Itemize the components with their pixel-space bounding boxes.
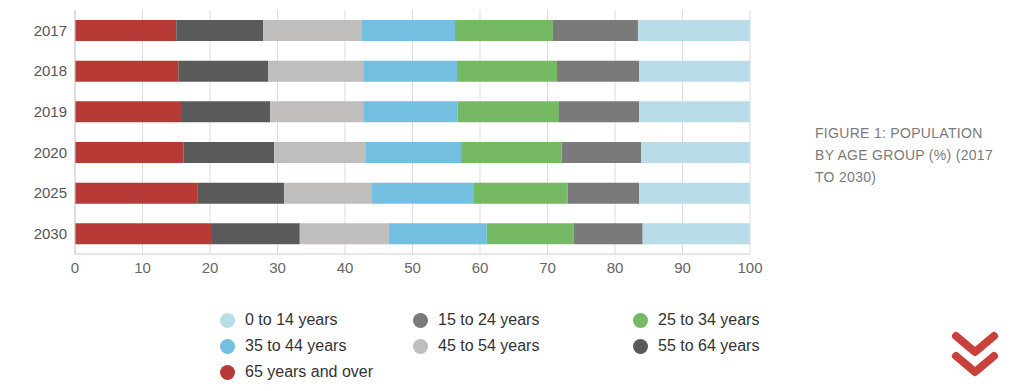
svg-text:50: 50: [404, 259, 421, 276]
svg-text:2018: 2018: [34, 62, 67, 79]
svg-text:2019: 2019: [34, 103, 67, 120]
html-text:FIGURE 1: POPULATION BY AGE GR: FIGURE 1: POPULATION BY AGE GROUP (%) (2…: [815, 125, 993, 185]
html-text:45 to 54 years: 45 to 54 years: [438, 337, 540, 354]
svg-text:100: 100: [737, 259, 762, 276]
svg-text:80: 80: [607, 259, 624, 276]
svg-text:90: 90: [674, 259, 691, 276]
svg-text:2030: 2030: [34, 225, 67, 242]
svg-text:40: 40: [337, 259, 354, 276]
svg-text:2020: 2020: [34, 144, 67, 161]
html-text:35 to 44 years: 35 to 44 years: [245, 337, 347, 354]
html-text:55 to 64 years: 55 to 64 years: [658, 337, 760, 354]
svg-text:70: 70: [539, 259, 556, 276]
html-text:15 to 24 years: 15 to 24 years: [438, 311, 540, 328]
html-text:0 to 14 years: 0 to 14 years: [245, 311, 338, 328]
svg-text:20: 20: [202, 259, 219, 276]
svg-text:60: 60: [472, 259, 489, 276]
svg-text:0: 0: [71, 259, 79, 276]
svg-text:10: 10: [134, 259, 151, 276]
html-text:65 years and over: 65 years and over: [245, 363, 374, 380]
html-text:25 to 34 years: 25 to 34 years: [658, 311, 760, 328]
svg-text:2025: 2025: [34, 184, 67, 201]
svg-text:30: 30: [269, 259, 286, 276]
svg-text:2017: 2017: [34, 22, 67, 39]
